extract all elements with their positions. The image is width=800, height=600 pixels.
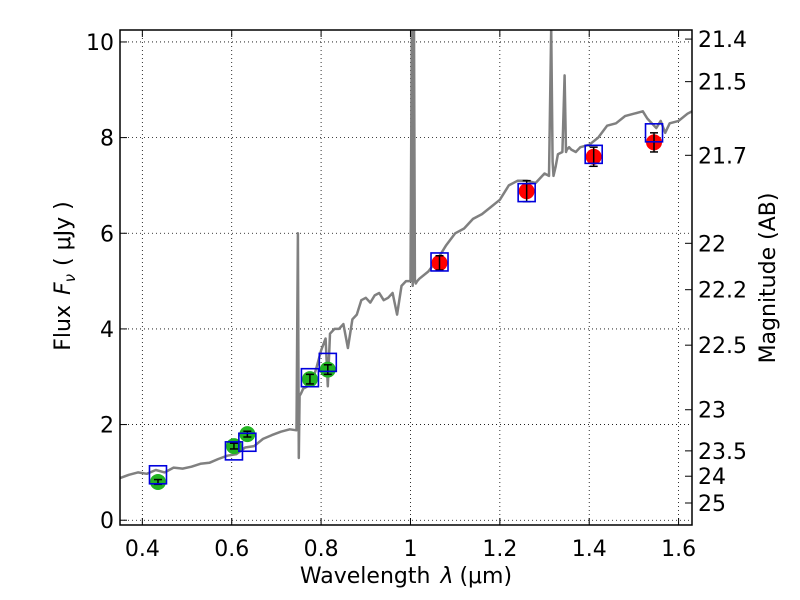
y2-tick-label: 23 [698, 399, 726, 424]
x-tick-label: 0.8 [304, 537, 339, 562]
model-square-marker [644, 123, 664, 143]
model-square-marker [584, 144, 603, 165]
y2-tick-label: 24 [698, 465, 726, 490]
y2-tick-label: 22 [698, 232, 726, 257]
y2-tick-label: 25 [698, 492, 726, 517]
y-tick-label: 0 [100, 509, 114, 534]
y2-tick-label: 23.5 [698, 440, 747, 465]
model-square-marker [430, 252, 449, 272]
x-tick-label: 1 [403, 537, 417, 562]
model-square-marker [238, 432, 257, 453]
model-square-marker [148, 464, 168, 485]
y2-tick-label: 22.2 [698, 279, 747, 304]
x-axis-label: Wavelength λ (μm) [300, 564, 512, 589]
y-tick-label: 8 [100, 127, 114, 152]
model-square-marker [318, 352, 338, 373]
x-tick-label: 1.6 [661, 537, 696, 562]
x-tick-label: 1.2 [482, 537, 517, 562]
spectrum-line [120, 30, 692, 480]
y-tick-label: 2 [100, 414, 114, 439]
y2-axis-label: Magnitude (AB) [756, 193, 781, 364]
y-tick-label: 10 [86, 31, 114, 56]
x-tick-label: 1.4 [572, 537, 607, 562]
x-tick-label: 0.4 [125, 537, 160, 562]
plot-frame [119, 29, 693, 526]
y-tick-label: 4 [100, 318, 114, 343]
model-square-marker [517, 182, 536, 203]
model-square-marker [300, 367, 320, 388]
y-axis-label: FluxFν( μJy ) [51, 201, 79, 350]
y-tick-label: 6 [100, 222, 114, 247]
y2-tick-label: 21.7 [698, 144, 747, 169]
y2-tick-label: 21.5 [698, 71, 747, 96]
y2-tick-label: 22.5 [698, 334, 747, 359]
x-tick-label: 0.6 [214, 537, 249, 562]
photometry-points [148, 123, 664, 490]
y2-tick-label: 21.4 [698, 28, 747, 53]
grid [120, 30, 692, 525]
model-spectrum [120, 30, 692, 480]
